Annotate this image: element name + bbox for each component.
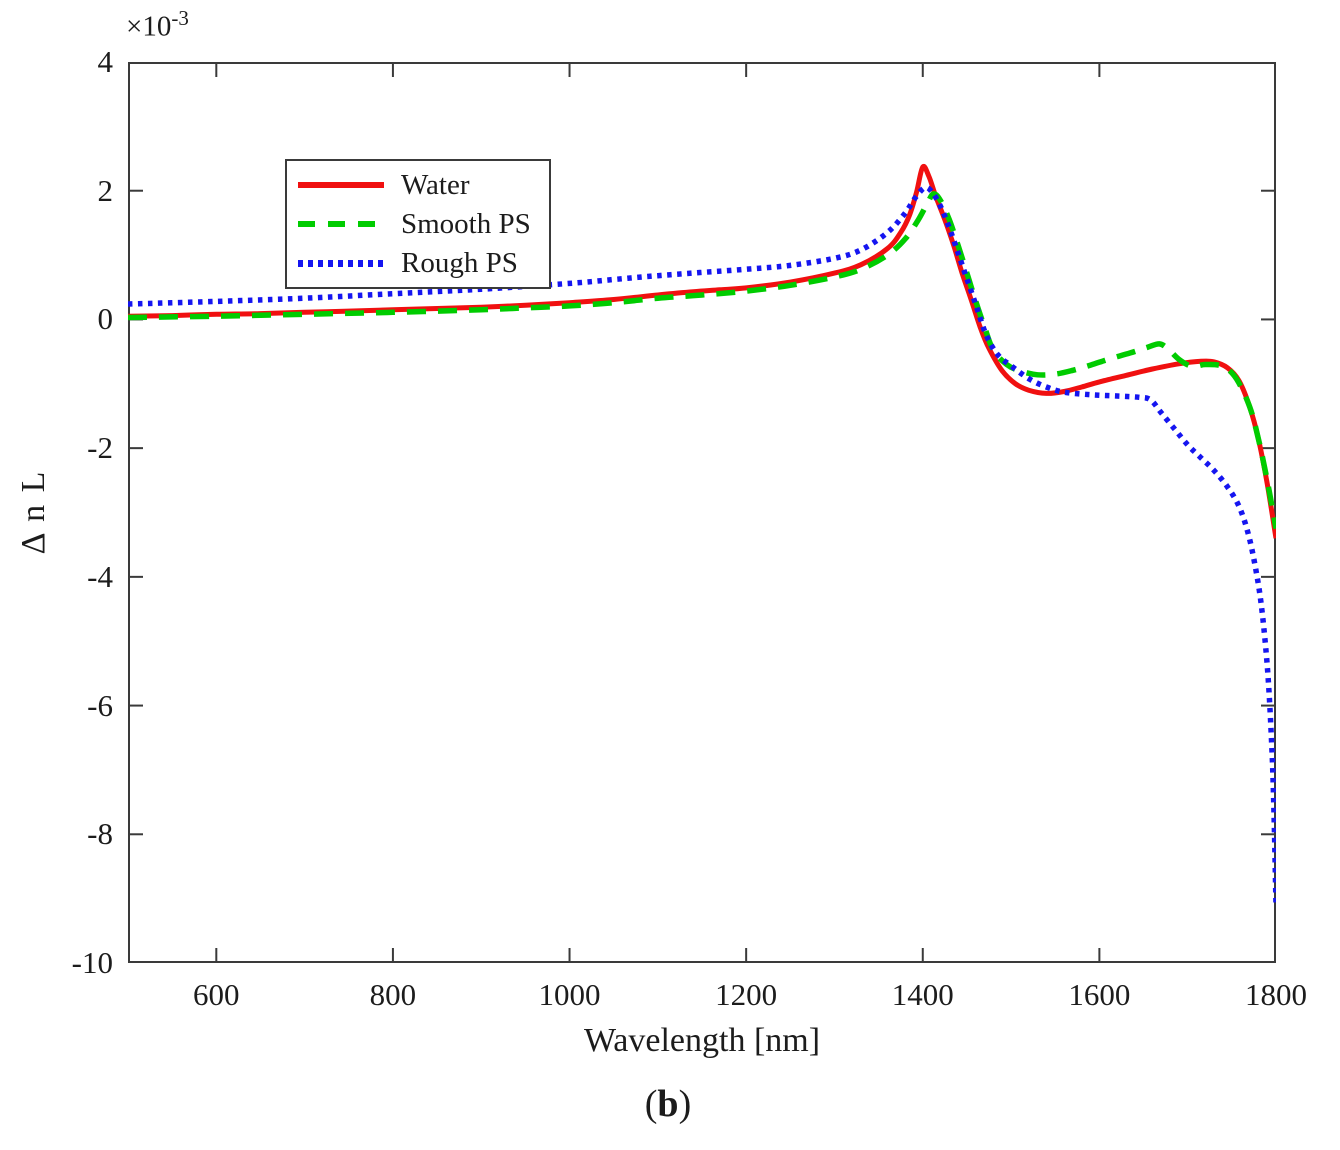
- caption-close-paren: ): [678, 1083, 692, 1125]
- caption-letter: b: [657, 1083, 679, 1125]
- y-tick-label: -4: [87, 558, 113, 594]
- y-tick-label: -10: [71, 945, 113, 980]
- series-rough-ps: [128, 184, 1276, 906]
- y-tick-label: -2: [87, 430, 113, 466]
- x-tick-label: 1000: [538, 977, 601, 1012]
- y-axis-exponent-power: -3: [171, 6, 189, 30]
- legend-item-rough-ps: Rough PS: [287, 244, 549, 283]
- legend-label-smooth-ps: Smooth PS: [401, 207, 531, 240]
- y-tick-label: -6: [87, 687, 113, 723]
- x-axis-label: Wavelength [nm]: [583, 1022, 821, 1059]
- y-tick-label: 4: [97, 44, 114, 79]
- y-tick-label: -8: [87, 816, 113, 852]
- legend-label-rough-ps: Rough PS: [401, 247, 518, 280]
- legend-label-water: Water: [401, 168, 470, 201]
- x-tick-label: 800: [369, 977, 417, 1012]
- y-tick-label: 0: [97, 301, 114, 337]
- x-tick-label: 1800: [1245, 977, 1307, 1012]
- legend-label-rough-ps-sample: [298, 259, 384, 267]
- x-tick-label: 1400: [891, 977, 954, 1012]
- y-axis-exponent: ×10-3: [126, 6, 189, 44]
- chart-canvas: [128, 62, 1276, 963]
- legend-item-water: Water: [287, 165, 549, 204]
- y-tick-label: 2: [97, 172, 114, 208]
- y-axis-exponent-base: ×10: [126, 10, 172, 43]
- axis-box: [128, 62, 1276, 963]
- x-tick-label: 1600: [1068, 977, 1131, 1012]
- x-tick-label: 1200: [715, 977, 778, 1012]
- y-axis-label: Δ n L: [15, 469, 52, 555]
- water-line-sample: [298, 181, 384, 188]
- x-tick-label: 600: [193, 977, 240, 1012]
- figure-caption: (b): [645, 1082, 691, 1126]
- caption-open-paren: (: [644, 1083, 658, 1125]
- legend: Water Smooth PS Rough PS: [285, 159, 551, 289]
- smooth-ps-line-sample: [298, 220, 384, 227]
- plot-area: Water Smooth PS Rough PS: [128, 62, 1276, 963]
- legend-item-smooth-ps: Smooth PS: [287, 204, 549, 243]
